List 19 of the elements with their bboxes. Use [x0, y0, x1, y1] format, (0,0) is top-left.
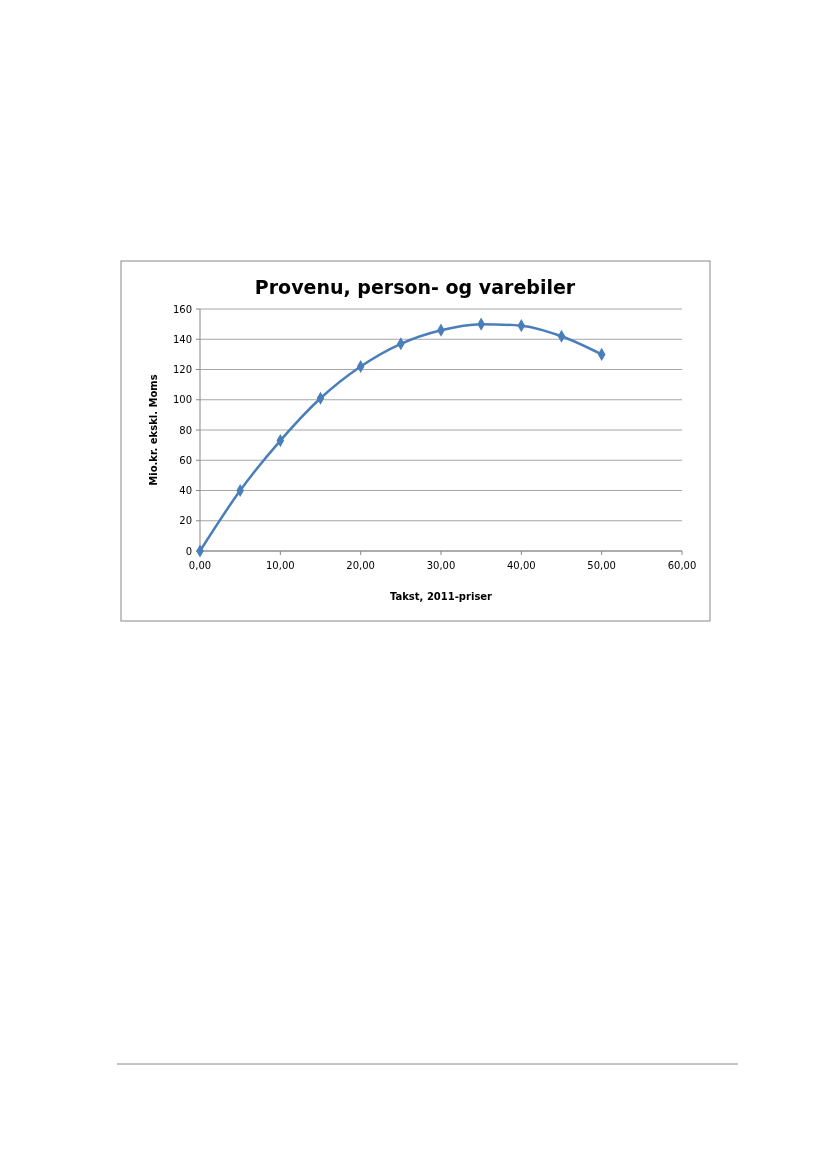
chart-title: Provenu, person- og varebiler [254, 276, 576, 298]
x-tick-label: 0,00 [188, 560, 212, 571]
x-tick-label: 10,00 [266, 560, 295, 571]
y-tick-label: 60 [179, 454, 192, 466]
y-axis-title: Mio.kr. ekskl. Moms [148, 374, 159, 486]
y-tick-label: 100 [172, 394, 192, 406]
y-tick-label: 120 [172, 364, 192, 375]
y-tick-label: 80 [179, 424, 192, 436]
y-tick-label: 140 [172, 333, 192, 345]
y-tick-label: 0 [185, 545, 192, 557]
x-tick-label: 30,00 [426, 560, 456, 571]
y-tick-label: 160 [172, 303, 192, 315]
x-tick-label: 50,00 [587, 560, 616, 571]
y-tick-label: 20 [179, 515, 192, 527]
x-tick-label: 20,00 [346, 560, 375, 571]
y-tick-label: 40 [179, 485, 192, 496]
x-tick-label: 40,00 [507, 560, 536, 571]
x-tick-label: 60,00 [667, 560, 697, 571]
x-axis-title: Takst, 2011-priser [389, 591, 493, 602]
